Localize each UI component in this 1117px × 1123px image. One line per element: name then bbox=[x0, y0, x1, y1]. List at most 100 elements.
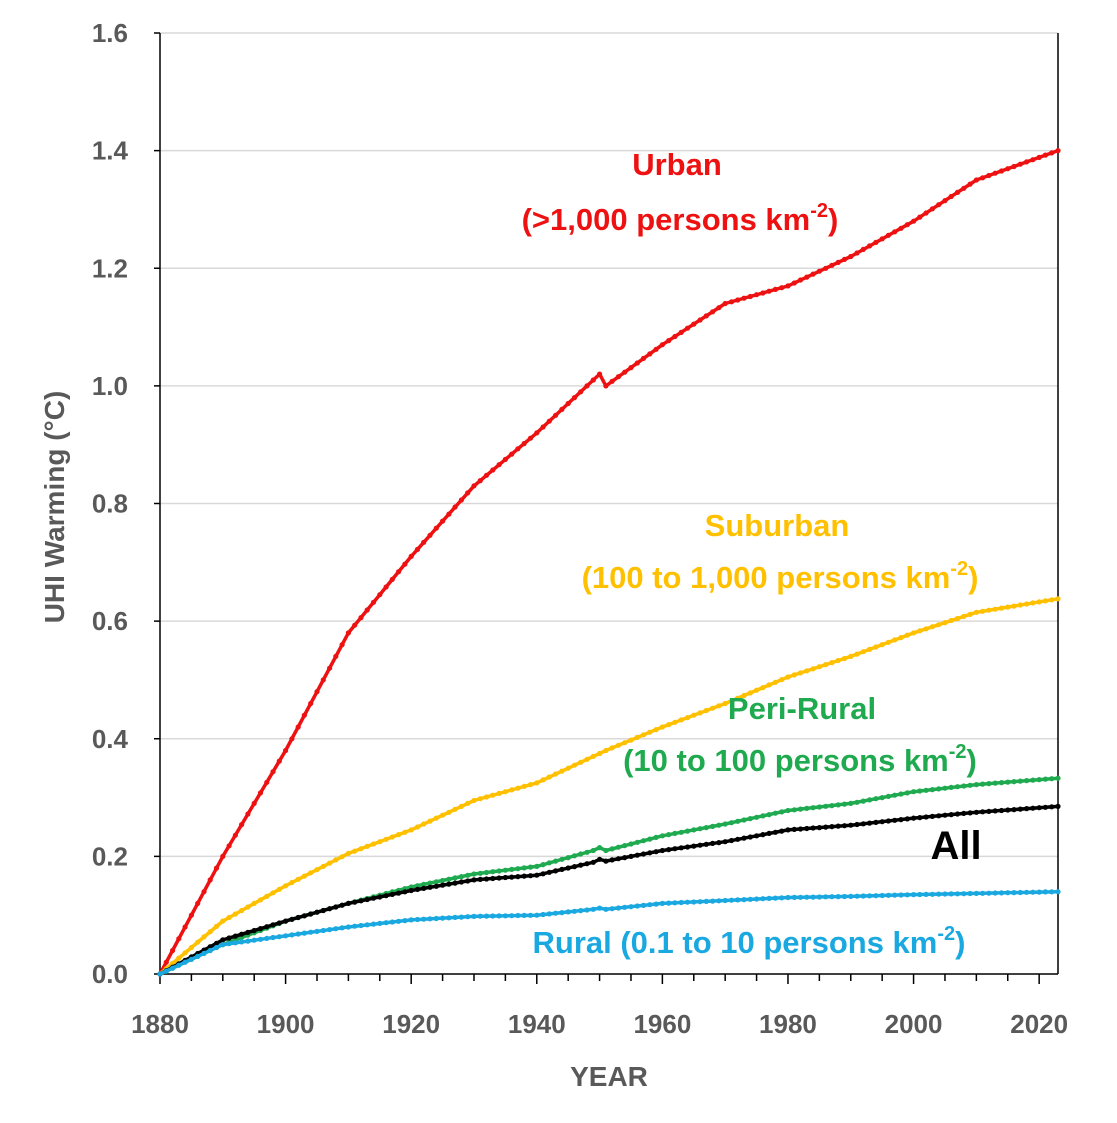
series-0-point bbox=[622, 369, 628, 375]
series-1-point bbox=[622, 740, 628, 746]
series-0-point bbox=[207, 877, 213, 883]
series-0-point bbox=[496, 462, 502, 468]
series-0-point bbox=[389, 576, 395, 583]
series-0-point bbox=[176, 936, 182, 942]
series-3-point bbox=[389, 891, 395, 898]
series-0-point bbox=[898, 225, 904, 231]
series-2-point bbox=[628, 841, 634, 847]
series-2-point bbox=[967, 782, 973, 788]
series-1-point bbox=[666, 722, 672, 728]
series-3-point bbox=[370, 895, 377, 901]
series-0-point bbox=[170, 947, 176, 954]
series-0-point bbox=[923, 210, 929, 216]
series-4-point bbox=[967, 890, 973, 897]
series-3-point bbox=[509, 874, 515, 880]
series-1-point bbox=[207, 929, 213, 935]
series-3-point bbox=[440, 882, 446, 888]
series-0-point bbox=[609, 378, 615, 384]
series-3-point bbox=[358, 898, 364, 904]
series-0-point bbox=[804, 274, 810, 280]
series-3-point bbox=[917, 815, 923, 821]
series-0-point bbox=[860, 246, 866, 252]
series-1-point bbox=[270, 890, 276, 896]
series-1-point bbox=[496, 790, 502, 797]
series-0-point bbox=[760, 290, 766, 296]
series-3-point bbox=[295, 914, 301, 921]
series-4-point bbox=[352, 923, 358, 929]
series-4-point bbox=[270, 934, 276, 941]
series-3-point bbox=[823, 824, 829, 830]
x-tick-label-0: 1880 bbox=[131, 1009, 189, 1039]
series-0-point bbox=[471, 483, 477, 489]
series-3-point bbox=[289, 916, 295, 922]
series-2-point bbox=[917, 788, 923, 794]
series-1-point bbox=[961, 613, 967, 620]
series-4-point bbox=[182, 959, 188, 965]
series-0-point bbox=[703, 313, 709, 319]
series-3-point bbox=[760, 832, 766, 838]
series-3-point bbox=[452, 880, 458, 886]
series-3-point bbox=[527, 873, 534, 879]
series-3-point bbox=[640, 851, 647, 857]
series-4-point bbox=[377, 920, 383, 927]
series-4-point bbox=[640, 902, 647, 909]
series-0-point bbox=[973, 177, 980, 183]
series-1-point bbox=[458, 803, 464, 810]
series-1-point bbox=[446, 809, 452, 815]
series-0-point bbox=[1042, 152, 1048, 158]
series-0-point bbox=[213, 865, 220, 871]
series-2-point bbox=[754, 814, 760, 820]
series-1-point bbox=[703, 707, 709, 714]
gridlines bbox=[160, 32, 1058, 858]
series-2-point bbox=[458, 874, 464, 880]
series-3-point bbox=[923, 814, 929, 820]
series-2-point bbox=[703, 825, 709, 831]
series-3-point bbox=[885, 818, 892, 824]
series-4-point bbox=[728, 897, 735, 903]
series-4-point bbox=[772, 895, 779, 901]
series-0-point bbox=[584, 383, 590, 389]
series-4-point bbox=[515, 912, 521, 919]
series-4-point bbox=[157, 971, 163, 977]
series-2-point bbox=[936, 786, 942, 792]
series-4-point bbox=[779, 895, 785, 901]
series-4-point bbox=[477, 913, 483, 919]
series-1-point bbox=[377, 839, 383, 845]
series-4-point bbox=[339, 925, 345, 931]
series-0-point bbox=[848, 253, 854, 260]
series-0-point bbox=[590, 377, 596, 383]
series-3-point bbox=[754, 833, 760, 839]
series-0-point bbox=[873, 239, 879, 245]
series-4-point bbox=[490, 913, 496, 919]
series-4-point bbox=[452, 914, 458, 921]
series-0-point bbox=[239, 822, 245, 828]
series-4-point bbox=[565, 909, 571, 915]
series-4-point bbox=[647, 902, 653, 908]
series-0-point bbox=[477, 478, 483, 484]
series-3-point bbox=[710, 840, 716, 847]
series-0-point bbox=[684, 325, 691, 331]
series-3-point bbox=[722, 839, 728, 845]
series-3-point bbox=[540, 871, 546, 877]
rural-label: Rural (0.1 to 10 persons km-2) bbox=[533, 923, 966, 960]
series-0-point bbox=[716, 305, 722, 311]
series-1-point bbox=[754, 687, 760, 693]
series-4-point bbox=[295, 931, 301, 937]
series-1-point bbox=[615, 742, 622, 748]
series-2-point bbox=[603, 847, 609, 854]
series-4-point bbox=[421, 916, 427, 922]
series-4-point bbox=[534, 912, 540, 918]
series-0-point bbox=[647, 351, 653, 357]
series-2-point bbox=[710, 823, 716, 830]
series-4-point bbox=[320, 927, 326, 934]
series-0-point bbox=[892, 229, 898, 235]
peri-rural-sublabel: (10 to 100 persons km-2) bbox=[623, 741, 977, 778]
y-tick-label-1: 0.2 bbox=[92, 841, 128, 871]
series-0-point bbox=[741, 295, 747, 301]
series-1-point bbox=[841, 655, 848, 662]
series-4-point bbox=[540, 911, 546, 918]
series-0-point bbox=[779, 285, 785, 291]
series-0-point bbox=[195, 900, 201, 907]
series-1-point bbox=[980, 608, 986, 614]
